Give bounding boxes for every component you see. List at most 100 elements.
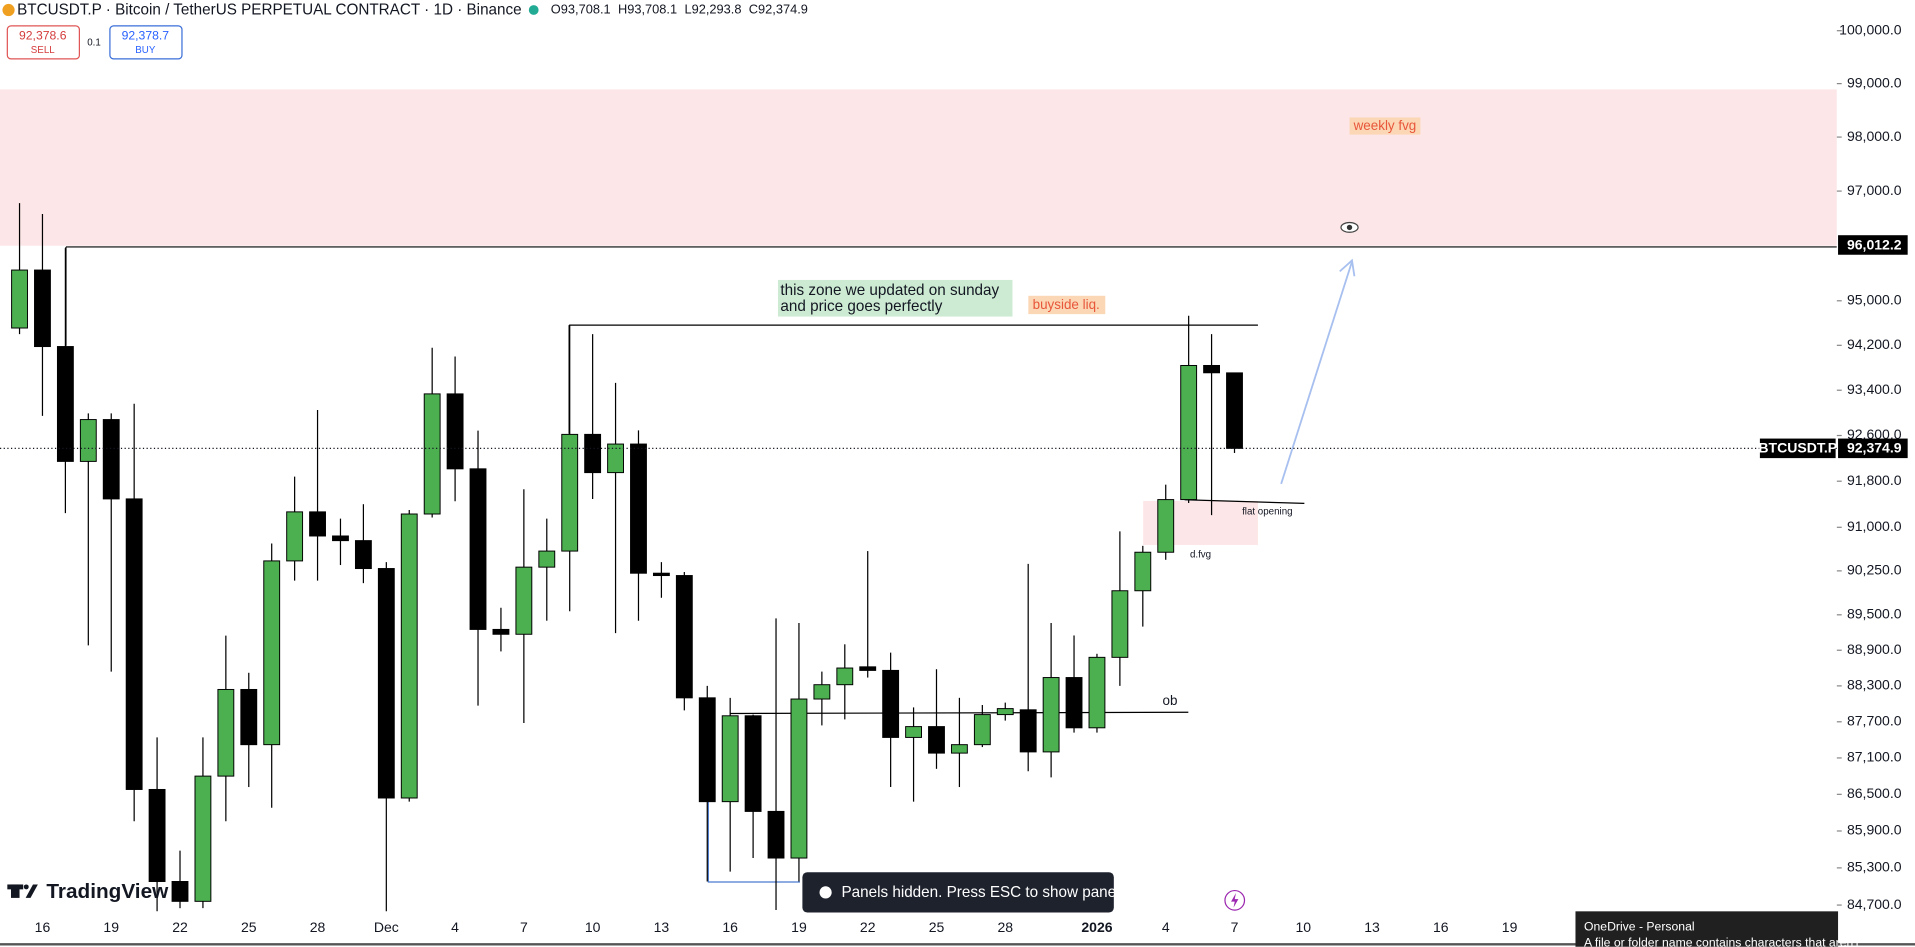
y-tick-label: 99,000.0	[1847, 74, 1902, 90]
lightning-icon	[1231, 893, 1239, 908]
candle-body	[1134, 551, 1152, 592]
header: BTCUSDT.P · Bitcoin / TetherUS PERPETUAL…	[2, 2, 808, 60]
price-labels: 96,012.2 BTCUSDT.P 92,374.9	[1758, 235, 1908, 459]
x-tick-label: 4	[1162, 919, 1170, 935]
buy-button[interactable]	[109, 25, 183, 60]
drawings: weekly fvg this zone we updated on sunda…	[0, 89, 1837, 883]
arrow-head	[1339, 258, 1356, 277]
arrow	[1280, 261, 1353, 485]
y-tick-label: 88,300.0	[1847, 677, 1902, 693]
y-tick-label: 84,700.0	[1847, 896, 1902, 912]
candle-body	[561, 433, 579, 552]
candle-body	[11, 269, 28, 329]
candle-body	[469, 468, 487, 630]
candle-body	[996, 708, 1014, 716]
candle-body	[1157, 499, 1175, 553]
y-tick-label: 92,600.0	[1847, 426, 1902, 442]
footer: TradingView Panels hidden. Press ESC to …	[7, 872, 1860, 947]
candle-body	[950, 744, 968, 754]
ohlc: O93,708.1 H93,708.1 L92,293.8 C92,374.9	[551, 2, 808, 17]
candle-body	[1111, 590, 1129, 658]
weekly-fvg-zone	[0, 89, 1837, 246]
candle-body	[125, 498, 143, 790]
candle-body	[675, 575, 693, 699]
candle-body	[515, 566, 533, 635]
annotation: weekly fvg	[1353, 118, 1417, 133]
annotation: and price goes perfectly	[780, 298, 942, 315]
x-tick-label: 10	[585, 919, 601, 935]
buy-label: BUY	[135, 45, 156, 56]
x-tick-label: 28	[997, 919, 1013, 935]
y-tick-label: 88,900.0	[1847, 641, 1902, 657]
last-price-label: 92,374.9	[1847, 440, 1902, 456]
candle-body	[423, 393, 441, 515]
candle-body	[148, 788, 166, 882]
y-tick-label: 94,200.0	[1847, 336, 1902, 352]
x-tick-label: 13	[654, 919, 670, 935]
y-tick-label: 98,000.0	[1847, 128, 1902, 144]
logo-mark	[25, 884, 38, 898]
ohlc-value: 92,374.9	[758, 2, 808, 17]
toast-text: Panels hidden. Press ESC to show panels.	[841, 884, 1131, 901]
candles	[11, 203, 1243, 912]
candle-body	[194, 775, 212, 902]
annotation: d.fvg	[1190, 549, 1211, 560]
ohlc-key: L	[684, 2, 691, 17]
candle-body	[286, 511, 304, 562]
annotation: this zone we updated on sunday	[780, 282, 999, 299]
candle-body	[354, 540, 372, 570]
chart-title: BTCUSDT.P · Bitcoin / TetherUS PERPETUAL…	[17, 2, 522, 19]
candle-body	[1065, 677, 1083, 729]
x-tick-label: 19	[791, 919, 807, 935]
quantity: 0.1	[87, 38, 101, 49]
y-tick-label: 95,000.0	[1847, 291, 1902, 307]
candle-body	[79, 419, 97, 462]
candle-body	[836, 667, 854, 686]
symbol-label: BTCUSDT.P	[1758, 440, 1837, 456]
candle-body	[34, 269, 51, 348]
brand: TradingView	[46, 880, 169, 903]
candle-body	[767, 810, 785, 859]
ohlc-value: 92,293.8	[692, 2, 742, 17]
level-label: 96,012.2	[1847, 236, 1902, 252]
annotation: flat opening	[1242, 507, 1293, 518]
candle-body	[102, 419, 120, 500]
candle-body	[882, 669, 900, 738]
y-tick-label: 85,900.0	[1847, 822, 1902, 838]
candle-body	[332, 535, 349, 542]
x-tick-label: 4	[451, 919, 459, 935]
info-icon	[819, 886, 832, 899]
candle-body	[721, 715, 739, 803]
label-bg	[777, 279, 1013, 317]
candle-body	[790, 698, 808, 859]
label-bg	[1028, 295, 1106, 315]
y-tick-label: 91,000.0	[1847, 518, 1902, 534]
symbol-icon	[2, 3, 15, 17]
x-tick-label: 16	[1433, 919, 1449, 935]
annotation: buyside liq.	[1033, 297, 1100, 312]
price-badge	[1838, 438, 1908, 459]
x-tick-label: 19	[1502, 919, 1518, 935]
x-tick-label: 16	[722, 919, 738, 935]
y-tick-label: 87,100.0	[1847, 749, 1902, 765]
candle-body	[56, 346, 74, 462]
sell-button[interactable]	[6, 25, 80, 60]
x-tick-label: 28	[310, 919, 326, 935]
candle-body	[1180, 364, 1198, 501]
ohlc-key: H	[618, 2, 627, 17]
candle-body	[1042, 677, 1060, 753]
x-tick-label: 22	[860, 919, 876, 935]
candle-body	[607, 443, 624, 474]
candle-body	[1226, 372, 1243, 449]
y-tick-label: 97,000.0	[1847, 182, 1902, 198]
notification-text: A file or folder name contains character…	[1584, 935, 1860, 947]
candle-body	[538, 550, 556, 568]
candle-body	[1203, 364, 1221, 374]
y-tick-label: 90,250.0	[1847, 562, 1902, 578]
candle-body	[492, 628, 510, 635]
y-tick-label: 100,000.0	[1839, 21, 1902, 37]
sell-price: 92,378.6	[19, 28, 67, 42]
buy-price: 92,378.7	[122, 28, 170, 42]
x-tick-label: 22	[172, 919, 188, 935]
